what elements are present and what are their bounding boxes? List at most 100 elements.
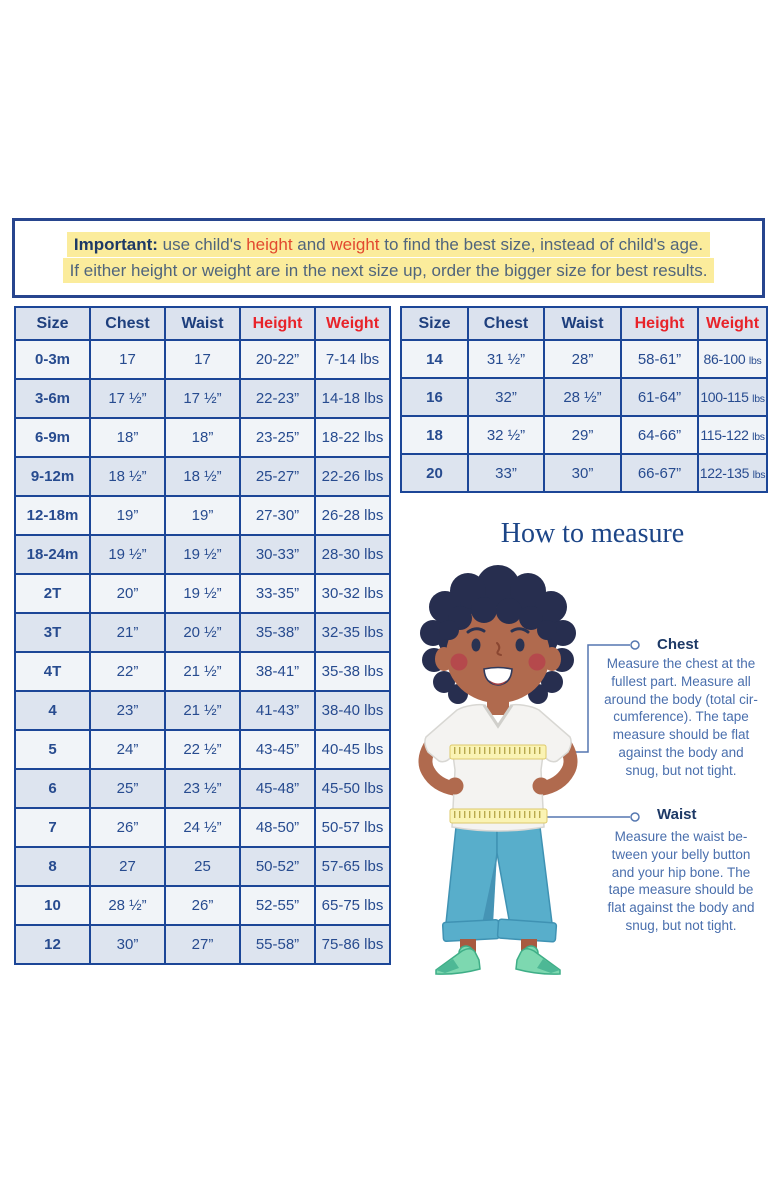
measurement-cell: 25 bbox=[164, 846, 241, 887]
measurement-cell: 27 bbox=[89, 846, 166, 887]
waist-instructions: Measure the waist be- tween your belly b… bbox=[607, 829, 755, 934]
measurement-cell: 122-135 lbs bbox=[697, 453, 768, 493]
measurement-cell: 25-27” bbox=[239, 456, 316, 497]
pants bbox=[441, 826, 558, 943]
measurement-cell: 30-33” bbox=[239, 534, 316, 575]
measurement-cell: 32 ½” bbox=[467, 415, 545, 455]
measurement-cell: 57-65 lbs bbox=[314, 846, 391, 887]
measurement-cell: 22-23” bbox=[239, 378, 316, 419]
measurement-cell: 18 ½” bbox=[164, 456, 241, 497]
measurement-cell: 23” bbox=[89, 690, 166, 731]
column-header-size: Size bbox=[14, 306, 91, 341]
measurement-cell: 24 ½” bbox=[164, 807, 241, 848]
notice-line-1-text: Important: use child's height and weight… bbox=[66, 232, 711, 258]
measurement-cell: 21 ½” bbox=[164, 651, 241, 692]
fist-left bbox=[446, 777, 464, 795]
column-header-weight: Weight bbox=[697, 306, 768, 341]
table-header-row: Size Chest Waist Height Weight bbox=[400, 306, 768, 341]
size-cell: 3-6m bbox=[14, 378, 91, 419]
measurement-cell: 20” bbox=[89, 573, 166, 614]
table-row-size-12: 12 30” 27” 55-58” 75-86 lbs bbox=[14, 924, 391, 965]
measurement-cell: 19 ½” bbox=[164, 534, 241, 575]
column-header-height: Height bbox=[620, 306, 699, 341]
ankle-left bbox=[460, 939, 476, 957]
measurement-cell: 25” bbox=[89, 768, 166, 809]
table-row-size-8: 8 27 25 50-52” 57-65 lbs bbox=[14, 846, 391, 887]
table-row-size-3T: 3T 21” 20 ½” 35-38” 32-35 lbs bbox=[14, 612, 391, 653]
measurement-cell: 30” bbox=[543, 453, 622, 493]
measurement-cell: 40-45 lbs bbox=[314, 729, 391, 770]
shoes bbox=[435, 945, 561, 975]
column-header-chest: Chest bbox=[89, 306, 166, 341]
fist-right bbox=[532, 777, 550, 795]
measurement-cell: 75-86 lbs bbox=[314, 924, 391, 965]
column-header-weight: Weight bbox=[314, 306, 391, 341]
measurement-cell: 43-45” bbox=[239, 729, 316, 770]
size-cell: 6 bbox=[14, 768, 91, 809]
eye-right bbox=[515, 638, 525, 652]
measurement-cell: 27” bbox=[164, 924, 241, 965]
size-cell: 14 bbox=[400, 339, 469, 379]
measurement-cell: 100-115 lbs bbox=[697, 377, 768, 417]
weight-unit: lbs bbox=[752, 393, 765, 405]
size-cell: 18-24m bbox=[14, 534, 91, 575]
cheek-left bbox=[450, 653, 468, 671]
column-header-chest: Chest bbox=[467, 306, 545, 341]
ankle-right bbox=[521, 939, 537, 957]
table-row-size-0-3m: 0-3m 17 17 20-22” 7-14 lbs bbox=[14, 339, 391, 380]
cuff-left bbox=[441, 918, 501, 943]
measurement-cell: 24” bbox=[89, 729, 166, 770]
table-row-size-6-9m: 6-9m 18” 18” 23-25” 18-22 lbs bbox=[14, 417, 391, 458]
notice-text-red: height bbox=[246, 235, 293, 255]
measurement-cell: 18 ½” bbox=[89, 456, 166, 497]
table-row-size-10: 10 28 ½” 26” 52-55” 65-75 lbs bbox=[14, 885, 391, 926]
measurement-cell: 17 bbox=[164, 339, 241, 380]
measurement-cell: 20 ½” bbox=[164, 612, 241, 653]
measurement-cell: 61-64” bbox=[620, 377, 699, 417]
weight-unit: lbs bbox=[752, 431, 765, 443]
notice-text-normal: to find the best size, instead of child'… bbox=[379, 235, 704, 255]
arms bbox=[418, 718, 578, 796]
measurement-cell: 23-25” bbox=[239, 417, 316, 458]
measurement-cell: 19 ½” bbox=[164, 573, 241, 614]
weight-unit: lbs bbox=[752, 469, 766, 481]
column-header-height: Height bbox=[239, 306, 316, 341]
size-cell: 3T bbox=[14, 612, 91, 653]
size-cell: 12-18m bbox=[14, 495, 91, 536]
eye-left bbox=[471, 638, 481, 652]
nose bbox=[496, 642, 502, 656]
v-neck-collar bbox=[482, 704, 514, 729]
eyebrow-left bbox=[466, 627, 486, 634]
table-row-size-9-12m: 9-12m 18 ½” 18 ½” 25-27” 22-26 lbs bbox=[14, 456, 391, 497]
table-row-size-3-6m: 3-6m 17 ½” 17 ½” 22-23” 14-18 lbs bbox=[14, 378, 391, 419]
table-row-size-18-24m: 18-24m 19 ½” 19 ½” 30-33” 28-30 lbs bbox=[14, 534, 391, 575]
tshirt bbox=[424, 703, 572, 832]
measurement-cell: 48-50” bbox=[239, 807, 316, 848]
size-cell: 4T bbox=[14, 651, 91, 692]
table-header-row: Size Chest Waist Height Weight bbox=[14, 306, 391, 341]
cuff-right bbox=[496, 918, 558, 943]
table-row-size-20: 20 33” 30” 66-67” 122-135 lbs bbox=[400, 453, 768, 493]
notice-text-normal: use child's bbox=[157, 235, 247, 255]
size-cell: 7 bbox=[14, 807, 91, 848]
notice-line-2: If either height or weight are in the ne… bbox=[62, 257, 715, 283]
chest-instructions: Measure the chest at the fullest part. M… bbox=[604, 656, 758, 778]
size-table-big-kids: Size Chest Waist Height Weight 14 31 ½” 28” 58-… bbox=[400, 306, 768, 493]
measurement-cell: 52-55” bbox=[239, 885, 316, 926]
mouth bbox=[483, 666, 513, 686]
size-cell: 9-12m bbox=[14, 456, 91, 497]
measurement-cell: 21 ½” bbox=[164, 690, 241, 731]
notice-line-1: Important: use child's height and weight… bbox=[66, 232, 711, 258]
measurement-cell: 28 ½” bbox=[543, 377, 622, 417]
table-row-size-12-18m: 12-18m 19” 19” 27-30” 26-28 lbs bbox=[14, 495, 391, 536]
measurement-cell: 18” bbox=[89, 417, 166, 458]
neck bbox=[487, 685, 509, 715]
weight-unit: lbs bbox=[748, 355, 762, 367]
measurement-cell: 14-18 lbs bbox=[314, 378, 391, 419]
size-cell: 12 bbox=[14, 924, 91, 965]
measurement-cell: 19” bbox=[89, 495, 166, 536]
measurement-cell: 28” bbox=[543, 339, 622, 379]
measurement-cell: 22 ½” bbox=[164, 729, 241, 770]
measurement-cell: 27-30” bbox=[239, 495, 316, 536]
measurement-cell: 38-40 lbs bbox=[314, 690, 391, 731]
